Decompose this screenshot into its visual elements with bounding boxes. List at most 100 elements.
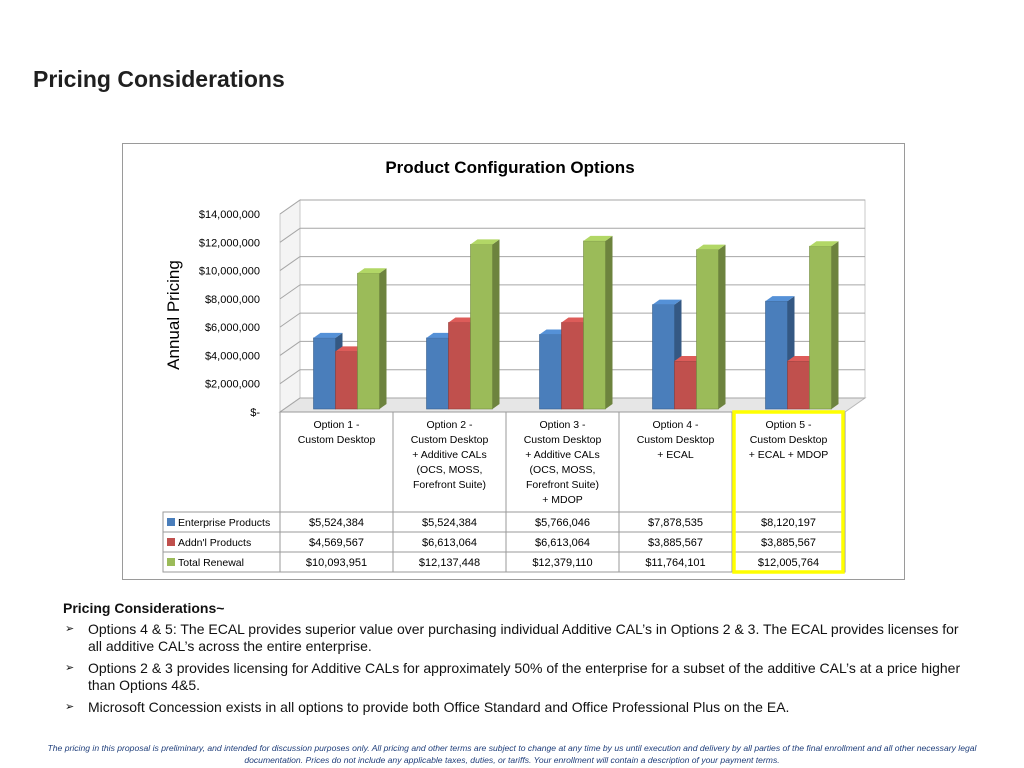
table-value: $5,524,384 xyxy=(422,517,477,529)
bar-side xyxy=(605,235,613,409)
bar-front xyxy=(335,351,358,410)
notes-list: ➢ Options 4 & 5: The ECAL provides super… xyxy=(63,621,963,716)
bar-top xyxy=(765,296,795,302)
note-item: ➢ Options 4 & 5: The ECAL provides super… xyxy=(63,621,963,655)
bar-front xyxy=(787,360,810,410)
category-label: Option 2 - xyxy=(426,419,473,431)
legend-key-icon xyxy=(167,538,175,546)
y-axis-label: Annual Pricing xyxy=(164,260,183,370)
gridline-side xyxy=(279,199,301,215)
bar-front xyxy=(652,304,675,410)
y-tick-label: $4,000,000 xyxy=(205,350,260,362)
table-value: $3,885,567 xyxy=(761,537,816,549)
table-row xyxy=(162,551,846,573)
y-tick-label: $14,000,000 xyxy=(199,209,260,221)
highlight-box xyxy=(732,410,845,574)
arrow-bullet-icon: ➢ xyxy=(65,662,75,674)
y-tick-label: $8,000,000 xyxy=(205,294,260,306)
bar-total-renewaloption-5 xyxy=(809,241,839,410)
category-label: Option 5 - xyxy=(765,419,812,431)
table-value: $5,524,384 xyxy=(309,517,364,529)
y-tick-label: $12,000,000 xyxy=(199,237,260,249)
note-item: ➢ Options 2 & 3 provides licensing for A… xyxy=(63,660,963,694)
bar-side xyxy=(831,241,839,409)
category-label: + Additive CALs xyxy=(412,449,486,461)
table-value: $6,613,064 xyxy=(535,537,590,549)
bar-front xyxy=(470,244,493,410)
y-tick-label: $2,000,000 xyxy=(205,379,260,391)
bar-front xyxy=(539,334,562,410)
arrow-bullet-icon: ➢ xyxy=(65,623,75,635)
bar-top xyxy=(809,241,839,247)
category-label: Forefront Suite) xyxy=(526,479,599,491)
bar-front xyxy=(674,360,697,410)
table-row xyxy=(162,531,846,553)
category-label: (OCS, MOSS, xyxy=(417,464,483,476)
category-label: Option 4 - xyxy=(652,419,699,431)
legend-key-icon xyxy=(167,558,175,566)
table-value: $8,120,197 xyxy=(761,517,816,529)
gridline-side xyxy=(279,312,301,328)
bar-front xyxy=(765,300,788,410)
gridline-side xyxy=(279,397,301,413)
category-label: Custom Desktop xyxy=(524,434,602,446)
bar-side xyxy=(379,268,387,409)
bar-top xyxy=(357,268,387,274)
y-tick-label: $10,000,000 xyxy=(199,266,260,278)
legend-label: Enterprise Products xyxy=(178,517,270,529)
bar-front xyxy=(583,240,606,410)
gridline-side xyxy=(279,369,301,385)
page-title: Pricing Considerations xyxy=(33,66,285,92)
note-text: Options 4 & 5: The ECAL provides superio… xyxy=(88,621,959,654)
bar-total-renewaloption-4 xyxy=(696,244,726,410)
category-label: + ECAL xyxy=(657,449,694,461)
table-value: $7,878,535 xyxy=(648,517,703,529)
legend-label: Addn'l Products xyxy=(178,537,251,549)
y-tick-label: $6,000,000 xyxy=(205,322,260,334)
bar-front xyxy=(809,245,832,410)
table-value: $6,613,064 xyxy=(422,537,477,549)
gridline-side xyxy=(279,256,301,271)
table-value: $11,764,101 xyxy=(645,557,705,569)
note-text: Options 2 & 3 provides licensing for Add… xyxy=(88,660,961,693)
category-label: Custom Desktop xyxy=(298,434,376,446)
bar-top xyxy=(696,244,726,250)
table-value: $10,093,951 xyxy=(306,557,367,569)
table-value: $4,569,567 xyxy=(309,537,364,549)
category-label: Custom Desktop xyxy=(637,434,715,446)
gridline-side xyxy=(279,341,301,356)
table-value: $12,137,448 xyxy=(419,557,480,569)
side-wall xyxy=(279,199,301,413)
bar-front xyxy=(426,337,449,410)
legend-label: Total Renewal xyxy=(178,557,244,569)
gridline-side xyxy=(279,227,301,243)
notes-heading: Pricing Considerations~ xyxy=(63,600,225,616)
bar-front xyxy=(313,337,336,410)
arrow-bullet-icon: ➢ xyxy=(65,701,75,713)
bar-total-renewaloption-1 xyxy=(357,268,387,410)
bar-total-renewaloption-2 xyxy=(470,239,500,410)
disclaimer: The pricing in this proposal is prelimin… xyxy=(47,743,977,765)
category-label: Forefront Suite) xyxy=(413,479,486,491)
category-label: Custom Desktop xyxy=(750,434,828,446)
bar-total-renewaloption-3 xyxy=(583,235,613,410)
category-label: (OCS, MOSS, xyxy=(530,464,596,476)
bar-top xyxy=(652,299,682,305)
table-value: $5,766,046 xyxy=(535,517,590,529)
table-value: $12,005,764 xyxy=(758,557,819,569)
bar-front xyxy=(357,272,380,410)
y-tick-label: $- xyxy=(250,407,260,419)
bar-front xyxy=(561,322,584,410)
bar-top xyxy=(470,239,500,245)
chart-frame: Product Configuration Options Annual Pri… xyxy=(122,143,905,580)
bar-side xyxy=(718,244,726,409)
note-text: Microsoft Concession exists in all optio… xyxy=(88,699,790,715)
category-label: + Additive CALs xyxy=(525,449,599,461)
category-label: + MDOP xyxy=(542,494,583,506)
bar-front xyxy=(448,322,471,410)
category-label: + ECAL + MDOP xyxy=(749,449,829,461)
bar-side xyxy=(492,239,500,409)
product-configuration-chart: Product Configuration Options Annual Pri… xyxy=(162,158,867,574)
bar-top xyxy=(313,332,343,338)
note-item: ➢ Microsoft Concession exists in all opt… xyxy=(63,699,963,716)
